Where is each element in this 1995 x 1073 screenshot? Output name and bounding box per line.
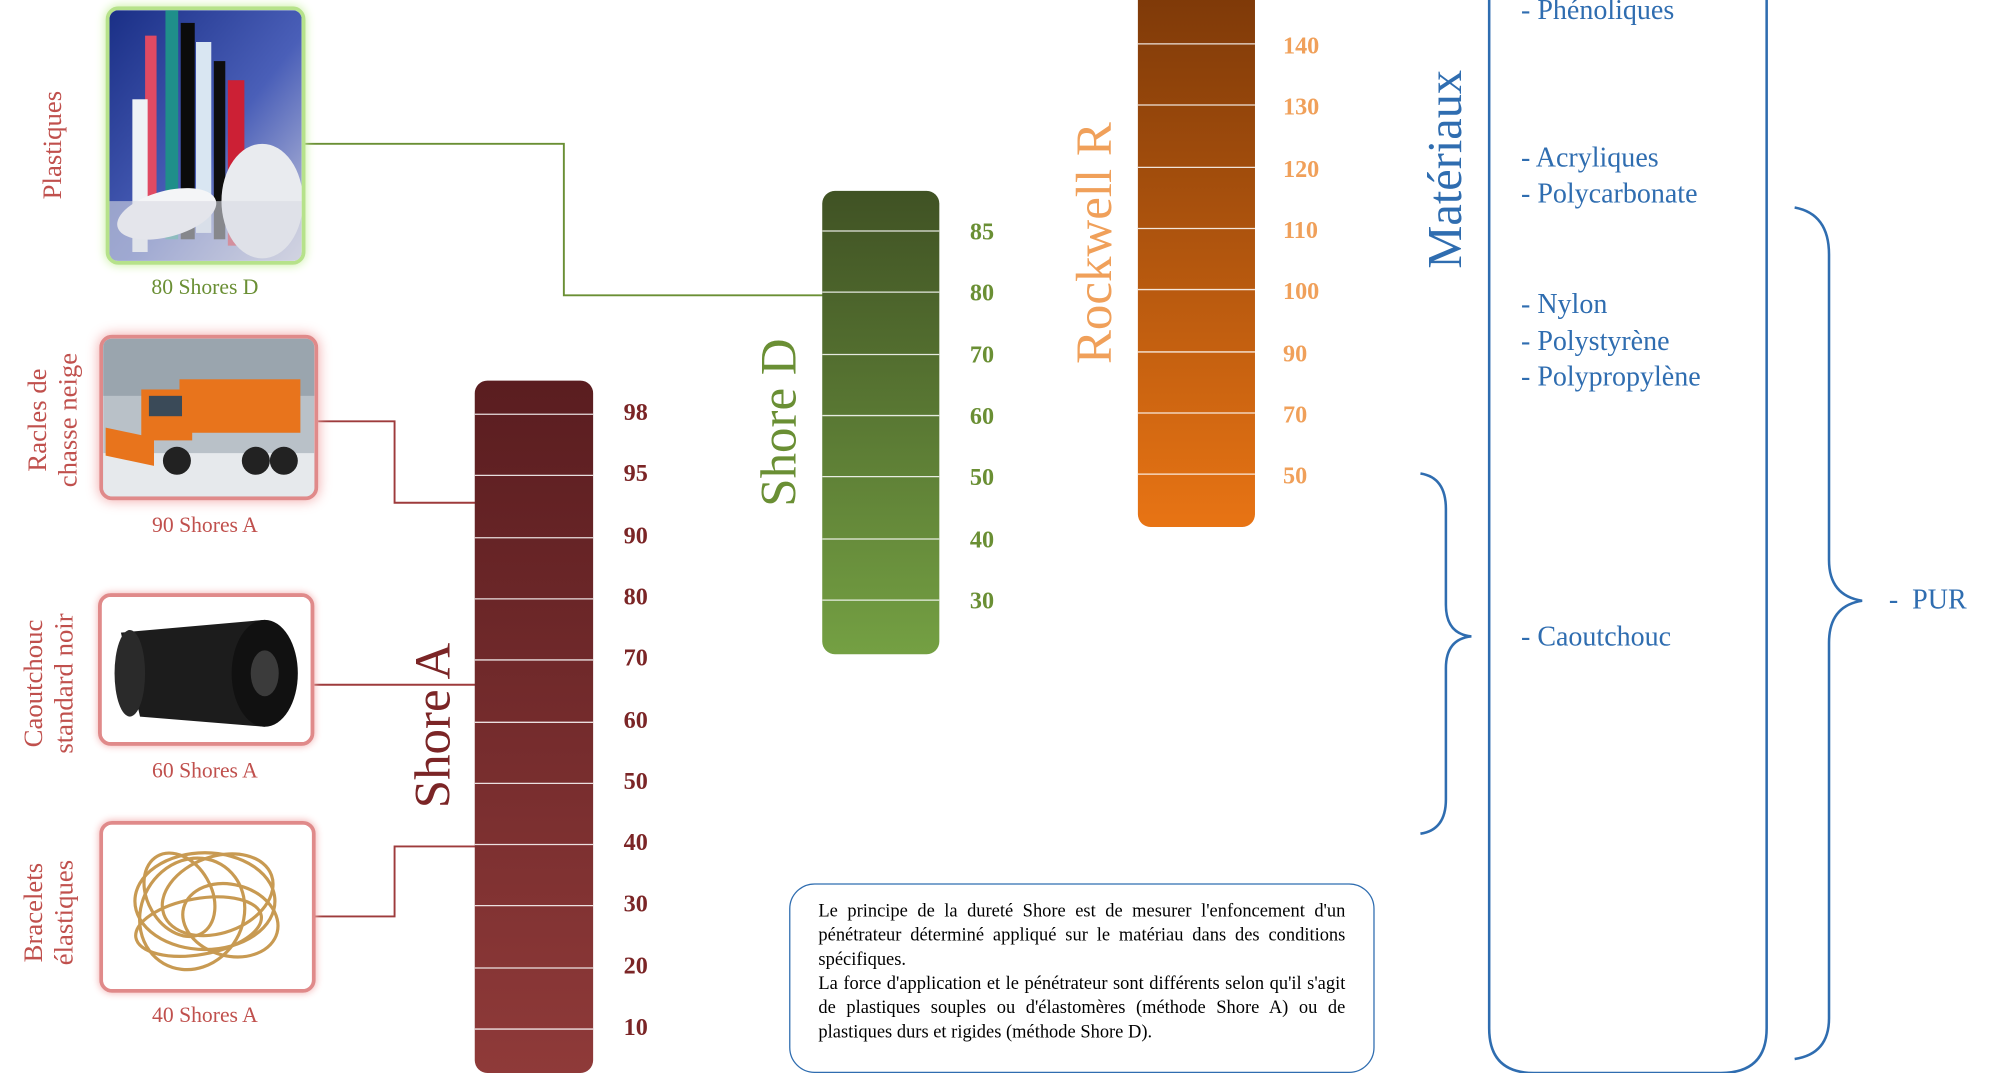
shore-a-divider <box>474 598 594 600</box>
material-caoutchouc: - Caoutchouc <box>1520 619 1672 652</box>
rubber-bands-icon <box>103 824 312 989</box>
shore-a-divider <box>474 843 594 846</box>
info-paragraph-1: Le principe de la dureté Shore est de me… <box>818 901 1346 970</box>
shore-a-divider <box>474 413 594 415</box>
rockwell-r-tick-label: 130 <box>1282 94 1320 122</box>
shore-a-tick-label: 80 <box>623 584 648 611</box>
material-polycarbonate: - Polycarbonate <box>1520 176 1698 209</box>
rockwell-r-tick-label: 70 <box>1282 401 1308 429</box>
shore-d-bar <box>822 190 940 655</box>
connector-plastiques <box>305 142 825 297</box>
shore-d-tick-label: 85 <box>969 218 995 246</box>
shore-d-divider <box>822 353 940 355</box>
shore-a-bar <box>474 380 594 1073</box>
rockwell-r-tick-label: 50 <box>1282 463 1308 491</box>
rockwell-r-divider <box>1137 289 1255 291</box>
bracelets-label: Bracelets élastiques <box>17 859 79 966</box>
caoutchouc-caption: 60 Shores A <box>152 758 258 783</box>
shore-a-tick-label: 98 <box>623 399 648 427</box>
shore-a-tick-label: 20 <box>623 952 648 980</box>
shore-a-divider <box>474 905 594 907</box>
shore-a-divider <box>474 966 594 969</box>
material-nylon: - Nylon <box>1520 287 1608 320</box>
rockwell-r-divider <box>1137 412 1255 414</box>
rubber-roll-photo <box>98 593 315 746</box>
shore-a-tick-label: 90 <box>623 522 648 550</box>
shore-d-divider <box>822 230 940 232</box>
info-paragraph-2: La force d'application et le pénétrateur… <box>818 973 1346 1043</box>
shore-a-divider <box>474 475 594 477</box>
rubber-bands-photo <box>99 820 316 993</box>
shore-a-divider <box>474 536 594 538</box>
bracelets-caption: 40 Shores A <box>152 1002 258 1028</box>
material-polypropylene: - Polypropylène <box>1520 360 1701 393</box>
plastiques-label: Plastiques <box>36 90 68 200</box>
shore-a-tick-label: 10 <box>623 1014 648 1042</box>
shore-a-tick-label: 95 <box>623 461 648 488</box>
rockwell-r-divider <box>1137 104 1255 107</box>
connector-bracelets <box>314 845 478 918</box>
shore-d-divider <box>822 537 940 540</box>
shore-a-divider <box>474 782 594 784</box>
snowplow-truck-icon <box>103 338 315 497</box>
rockwell-r-divider <box>1137 227 1255 229</box>
rockwell-r-tick-label: 110 <box>1282 217 1318 245</box>
material-polystyrene: - Polystyrène <box>1520 324 1670 357</box>
shore-a-tick-label: 40 <box>623 829 648 857</box>
rockwell-r-tick-label: 120 <box>1282 156 1320 183</box>
shore-d-tick-label: 50 <box>969 464 995 492</box>
shore-a-divider <box>474 1028 594 1030</box>
plastic-rods-photo <box>105 6 306 265</box>
shore-d-divider <box>822 291 940 294</box>
shore-d-divider <box>822 599 940 601</box>
rockwell-r-title: Rockwell R <box>1065 122 1123 365</box>
shore-d-title: Shore D <box>749 338 807 507</box>
rockwell-r-divider <box>1137 350 1255 352</box>
rubber-roll-icon <box>101 596 311 743</box>
rockwell-r-bar <box>1137 0 1255 527</box>
plastic-rods-icon <box>109 10 302 261</box>
shore-d-tick-label: 80 <box>969 280 995 308</box>
shore-a-tick-label: 50 <box>623 768 648 796</box>
shore-d-divider <box>822 476 940 478</box>
rockwell-r-tick-label: 90 <box>1282 340 1308 368</box>
material-acryliques: - Acryliques <box>1520 141 1659 174</box>
shore-d-tick-label: 40 <box>969 526 995 554</box>
rockwell-r-divider <box>1137 473 1255 475</box>
shore-a-tick-label: 70 <box>623 645 648 673</box>
material-pur: - PUR <box>1888 582 1967 615</box>
pur-brace <box>1794 206 1863 1061</box>
shore-a-divider <box>474 659 594 661</box>
shore-a-divider <box>474 721 594 723</box>
info-box: Le principe de la dureté Shore est de me… <box>789 883 1375 1073</box>
racles-label: Racles de chasse neige <box>21 352 83 488</box>
caoutchouc-brace <box>1420 472 1472 835</box>
racles-caption: 90 Shores A <box>152 512 258 538</box>
materials-frame <box>1487 0 1768 1073</box>
materials-title: Matériaux <box>1419 69 1473 269</box>
shore-a-title: Shore A <box>403 642 461 809</box>
rockwell-r-tick-label: 140 <box>1282 33 1320 60</box>
shore-a-tick-label: 60 <box>623 707 648 734</box>
material-phenoliques: - Phénoliques <box>1520 0 1675 26</box>
rockwell-r-divider <box>1137 43 1255 45</box>
shore-d-tick-label: 70 <box>969 341 995 369</box>
shore-d-tick-label: 60 <box>969 403 995 431</box>
caoutchouc-label: Caoutchouc standard noir <box>17 613 79 754</box>
snowplow-truck-photo <box>99 334 319 501</box>
shore-a-tick-label: 30 <box>623 891 648 919</box>
rockwell-r-tick-label: 100 <box>1282 278 1320 306</box>
shore-d-tick-label: 30 <box>969 587 995 615</box>
rockwell-r-divider <box>1137 166 1255 168</box>
shore-d-divider <box>822 414 940 417</box>
plastiques-caption: 80 Shores D <box>151 274 259 300</box>
connector-racles <box>318 420 478 504</box>
